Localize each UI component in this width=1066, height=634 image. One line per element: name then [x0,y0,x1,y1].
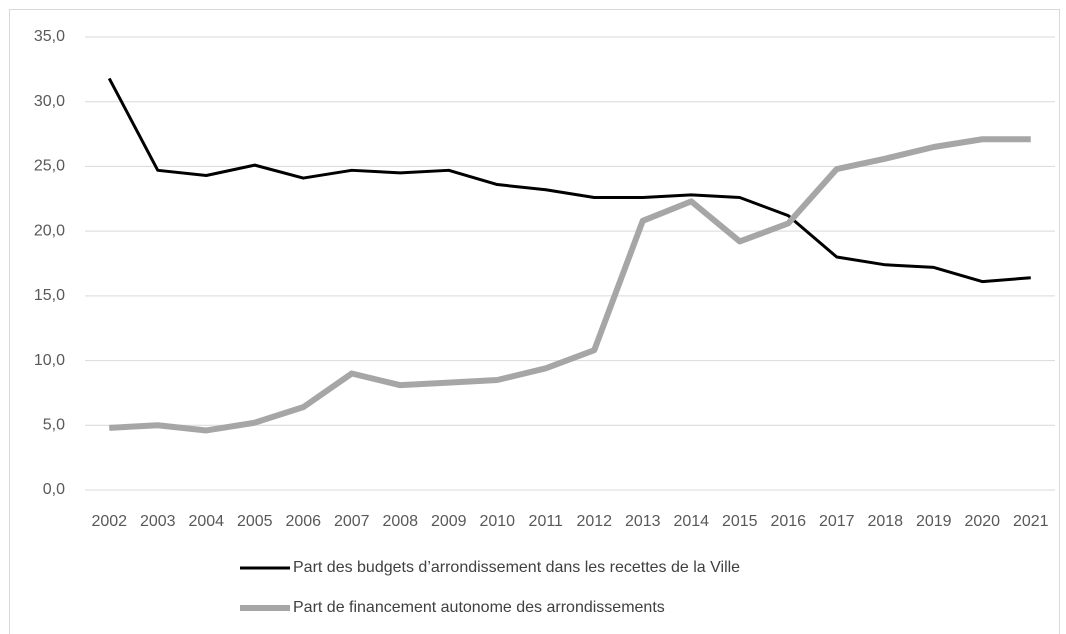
x-tick-label: 2018 [867,513,903,530]
y-tick-label: 10,0 [34,352,65,369]
x-tick-label: 2012 [576,513,612,530]
chart-border [9,9,1060,634]
x-tick-label: 2002 [91,513,127,530]
y-tick-label: 20,0 [34,222,65,239]
y-tick-label: 5,0 [43,417,65,434]
series-line [107,77,1031,284]
x-tick-label: 2006 [285,513,321,530]
x-tick-label: 2014 [673,513,709,530]
x-tick-label: 2003 [140,513,176,530]
x-tick-label: 2009 [431,513,467,530]
y-tick-label: 25,0 [34,158,65,175]
x-tick-label: 2013 [625,513,661,530]
x-tick-label: 2004 [188,513,224,530]
x-tick-label: 2017 [819,513,855,530]
x-tick-label: 2010 [479,513,515,530]
x-tick-label: 2019 [916,513,952,530]
legend-label: Part de financement autonome des arrondi… [293,599,665,616]
y-tick-label: 15,0 [34,287,65,304]
x-tick-label: 2005 [237,513,273,530]
x-tick-label: 2021 [1013,513,1049,530]
x-tick-label: 2015 [722,513,758,530]
y-tick-label: 35,0 [34,28,65,45]
x-tick-label: 2008 [382,513,418,530]
legend-label: Part des budgets d’arrondissement dans l… [293,559,740,576]
x-tick-label: 2011 [529,513,564,530]
x-tick-label: 2020 [964,513,1000,530]
x-tick-label: 2007 [334,513,370,530]
y-tick-label: 30,0 [34,93,65,110]
y-tick-label: 0,0 [43,481,65,498]
series-line [109,136,1031,434]
x-tick-label: 2016 [770,513,806,530]
